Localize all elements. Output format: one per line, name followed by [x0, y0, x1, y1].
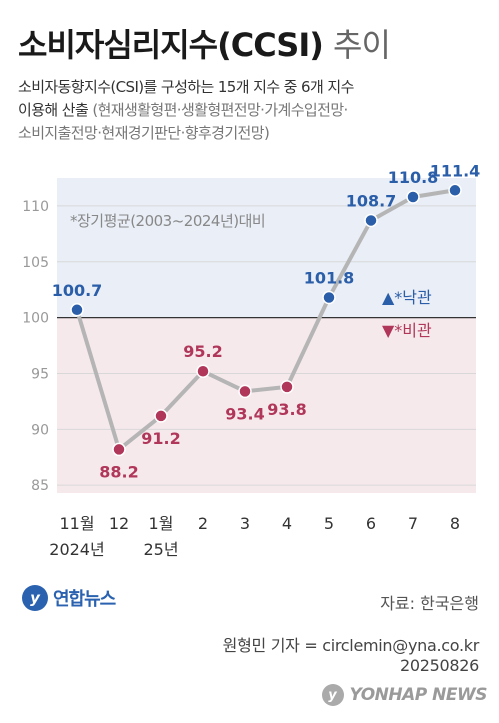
y-tick-100: 100: [22, 311, 49, 327]
desc-light-2: (현재생활형편·생활형편전망·가계수입전망·: [92, 101, 348, 119]
data-point-7: [364, 213, 378, 228]
data-point-4: [238, 384, 252, 399]
legend-optimistic: ▲*낙관: [382, 288, 432, 307]
x-tick-3: 2: [198, 514, 208, 533]
page-title: 소비자심리지수(CCSI) 추이: [18, 20, 391, 66]
desc-line-2: 이용해 산출 (현재생활형편·생활형편전망·가계수입전망·: [18, 99, 488, 122]
x-tick-7: 6: [366, 514, 376, 533]
data-label-5: 93.8: [267, 400, 306, 419]
desc-line-3: 소비지출전망·현재경기판단·향후경기전망): [18, 124, 270, 142]
description: 소비자동향지수(CSI)를 구성하는 15개 지수 중 6개 지수 이용해 산출…: [18, 76, 488, 145]
data-label-4: 93.4: [225, 404, 264, 423]
gridlines: [57, 205, 476, 486]
data-point-3: [196, 364, 210, 378]
series-line: [75, 188, 456, 452]
data-label-9: 111.4: [430, 161, 481, 180]
long-term-average-note: *장기평균(2003~2024년)대비: [70, 212, 265, 230]
x-tick-year-2: 25년: [143, 540, 178, 559]
data-label-1: 88.2: [99, 462, 138, 481]
watermark-icon: y: [321, 684, 344, 706]
x-tick-year-0: 2024년: [49, 540, 104, 559]
x-tick-8: 7: [408, 514, 418, 533]
data-point-2: [154, 409, 168, 423]
x-tick-6: 5: [324, 514, 334, 533]
data-point-5: [280, 380, 294, 394]
x-tick-1: 12: [109, 514, 129, 533]
y-tick-110: 110: [22, 199, 49, 215]
data-point-9: [448, 183, 462, 198]
y-axis-ticks: 85 90 95 100 105 110: [22, 199, 49, 494]
y-tick-90: 90: [31, 422, 49, 438]
watermark: y YONHAP NEWS: [321, 684, 488, 706]
x-tick-9: 8: [450, 514, 460, 533]
y-tick-85: 85: [31, 478, 49, 494]
credit-reporter: 원형민 기자 = circlemin@yna.co.kr: [222, 636, 480, 655]
yonhap-logo-icon: y: [22, 585, 48, 611]
data-labels: 100.7 88.291.2 95.2 93.4 93.8 101.8 108.7 110.8…: [52, 161, 481, 481]
data-point-0: [70, 303, 84, 317]
data-label-6: 101.8: [304, 269, 355, 288]
yonhap-logo: y 연합뉴스: [22, 585, 116, 611]
y-tick-105: 105: [22, 255, 49, 271]
watermark-text: YONHAP NEWS: [349, 685, 488, 705]
logo-text: 연합뉴스: [53, 589, 116, 610]
data-point-1: [112, 442, 126, 457]
legend-pessimistic: ▼*비관: [382, 321, 432, 340]
credit: 원형민 기자 = circlemin@yna.co.kr 20250826: [222, 636, 480, 676]
data-label-8: 110.8: [388, 168, 439, 187]
title-main: 소비자심리지수(CCSI): [18, 26, 324, 64]
desc-line-1: 소비자동향지수(CSI)를 구성하는 15개 지수 중 6개 지수: [18, 78, 354, 96]
source-note: 자료: 한국은행: [380, 594, 479, 613]
title-sub: 추이: [333, 26, 391, 64]
y-tick-95: 95: [31, 366, 49, 382]
desc-main-2: 이용해 산출: [18, 101, 89, 119]
data-label-0: 100.7: [52, 281, 103, 300]
x-tick-4: 3: [240, 514, 250, 533]
x-tick-0: 11월: [59, 514, 94, 533]
x-tick-5: 4: [282, 514, 292, 533]
data-label-2: 91.2: [141, 429, 180, 448]
data-label-3: 95.2: [183, 342, 222, 361]
x-tick-2: 1월: [149, 514, 174, 533]
credit-date: 20250826: [399, 656, 479, 675]
data-point-8: [406, 190, 420, 204]
data-points: [70, 183, 462, 457]
data-point-6: [322, 290, 336, 305]
data-label-7: 108.7: [346, 191, 397, 210]
x-axis-ticks: 11월 2024년 12 1월 25년 2 3 4 5 6 7 8: [49, 514, 460, 559]
pessimistic-zone: [57, 317, 476, 493]
